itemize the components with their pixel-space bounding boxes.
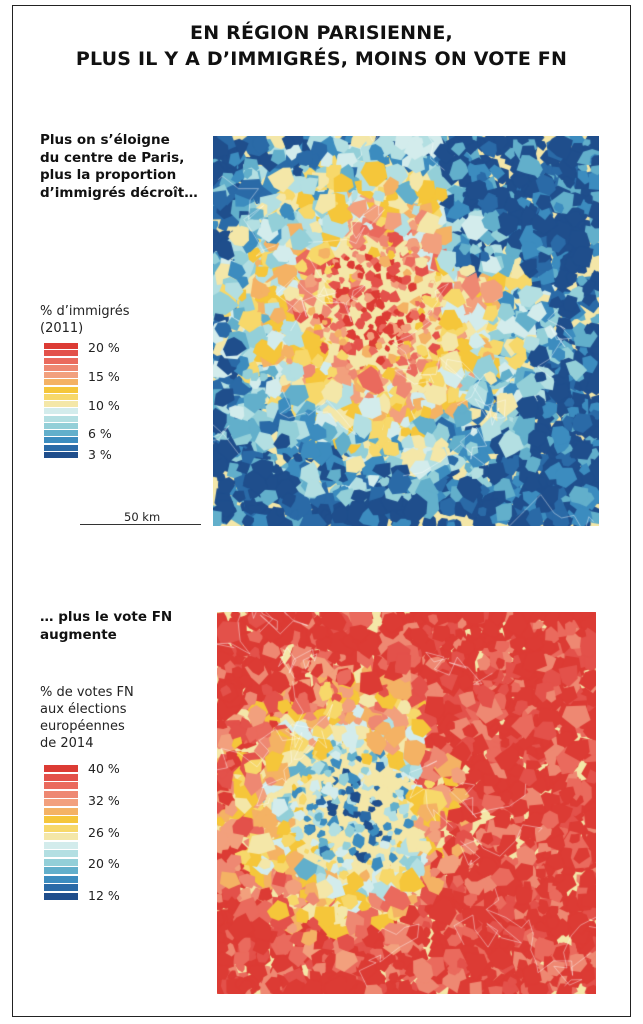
panel1-legend-tick: 3 % — [88, 447, 112, 462]
panel1-intro-line: plus la proportion — [40, 167, 177, 183]
scale-bar-label: 50 km — [124, 510, 161, 524]
scale-bar — [80, 524, 201, 525]
fn-vote-map — [217, 612, 596, 994]
panel2-legend-title-line: % de votes FN — [40, 685, 134, 700]
legend-swatch — [44, 892, 78, 900]
legend-swatch — [44, 430, 78, 437]
legend-swatch — [44, 343, 78, 350]
legend-swatch — [44, 867, 78, 875]
panel1-legend-tick: 10 % — [88, 398, 120, 413]
legend-swatch — [44, 816, 78, 824]
legend-swatch — [44, 379, 78, 386]
fn-vote-map-canvas — [217, 612, 596, 994]
legend-swatch — [44, 773, 78, 781]
panel1-legend-title-line: % d’immigrés — [40, 304, 130, 319]
legend-swatch — [44, 807, 78, 815]
panel1-legend-title: % d’immigrés (2011) — [40, 303, 130, 337]
panel1-legend-tick: 6 % — [88, 426, 112, 441]
panel1-legend-title-line: (2011) — [40, 321, 84, 336]
legend-swatch — [44, 415, 78, 422]
legend-swatch — [44, 833, 78, 841]
legend-swatch — [44, 884, 78, 892]
legend-swatch — [44, 824, 78, 832]
panel2-legend-tick: 20 % — [88, 856, 120, 871]
panel1-intro-line: du centre de Paris, — [40, 149, 185, 166]
legend-swatch — [44, 841, 78, 849]
panel2-legend-title-line: européennes — [40, 719, 125, 734]
legend-swatch — [44, 393, 78, 400]
legend-swatch — [44, 422, 78, 429]
legend-swatch — [44, 850, 78, 858]
legend-swatch — [44, 444, 78, 451]
panel1-legend-tick: 20 % — [88, 340, 120, 355]
panel2-legend-tick: 12 % — [88, 888, 120, 903]
legend-swatch — [44, 357, 78, 364]
figure-frame — [12, 5, 631, 1017]
legend-swatch — [44, 350, 78, 357]
legend-swatch — [44, 782, 78, 790]
legend-swatch — [44, 364, 78, 371]
panel1-intro-line: Plus on s’éloigne — [40, 132, 170, 148]
immigrants-map-canvas — [213, 136, 599, 526]
panel2-legend-tick: 32 % — [88, 793, 120, 808]
legend-swatch — [44, 451, 78, 458]
panel1-intro-line: d’immigrés décroît… — [40, 184, 198, 201]
panel1-legend-tick: 15 % — [88, 369, 120, 384]
legend-swatch — [44, 858, 78, 866]
panel2-legend-title-line: de 2014 — [40, 736, 94, 751]
legend-swatch — [44, 401, 78, 408]
legend-swatch — [44, 799, 78, 807]
panel2-legend-title: % de votes FN aux élections européennes … — [40, 684, 134, 752]
panel2-legend-tick: 40 % — [88, 761, 120, 776]
title-line-1: EN RÉGION PARISIENNE, — [190, 22, 453, 44]
legend-swatch — [44, 408, 78, 415]
panel1-intro: Plus on s’éloigne du centre de Paris, pl… — [40, 132, 198, 202]
panel2-intro-line: … plus le vote FN — [40, 609, 173, 625]
title-line-2: PLUS IL Y A D’IMMIGRÉS, MOINS ON VOTE FN — [75, 48, 568, 70]
legend-swatch — [44, 790, 78, 798]
panel2-legend-title-line: aux élections — [40, 702, 127, 717]
panel2-intro-line: augmente — [40, 626, 117, 643]
panel2-legend-tick: 26 % — [88, 825, 120, 840]
legend-swatch — [44, 875, 78, 883]
legend-swatch — [44, 437, 78, 444]
immigrants-map — [213, 136, 599, 526]
legend-swatch — [44, 372, 78, 379]
panel2-intro: … plus le vote FN augmente — [40, 609, 172, 644]
legend-swatch — [44, 386, 78, 393]
legend-swatch — [44, 765, 78, 773]
